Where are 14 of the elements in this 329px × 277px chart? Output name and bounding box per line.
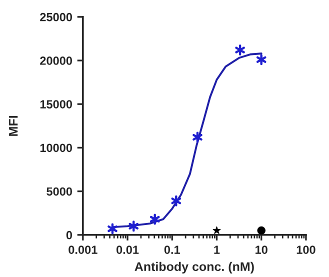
x-axis-title: Antibody conc. (nM)	[134, 262, 254, 274]
x-tick-label: 0.01	[116, 246, 139, 254]
y-tick-label: 25000	[40, 12, 72, 22]
y-tick-label: 0	[66, 230, 72, 240]
y-axis-title: MFI	[9, 116, 18, 136]
x-tick-label: 1	[214, 246, 220, 254]
y-tick-label: 20000	[40, 56, 72, 65]
y-tick-label: 5000	[46, 187, 72, 196]
x-tick-label: 10	[256, 246, 268, 254]
x-tick-label: 0.001	[68, 246, 98, 254]
y-tick-label: 10000	[40, 144, 72, 152]
x-tick-label: 0.1	[164, 246, 180, 254]
y-tick-label: 15000	[40, 100, 72, 108]
x-tick-label: 100	[296, 246, 316, 254]
